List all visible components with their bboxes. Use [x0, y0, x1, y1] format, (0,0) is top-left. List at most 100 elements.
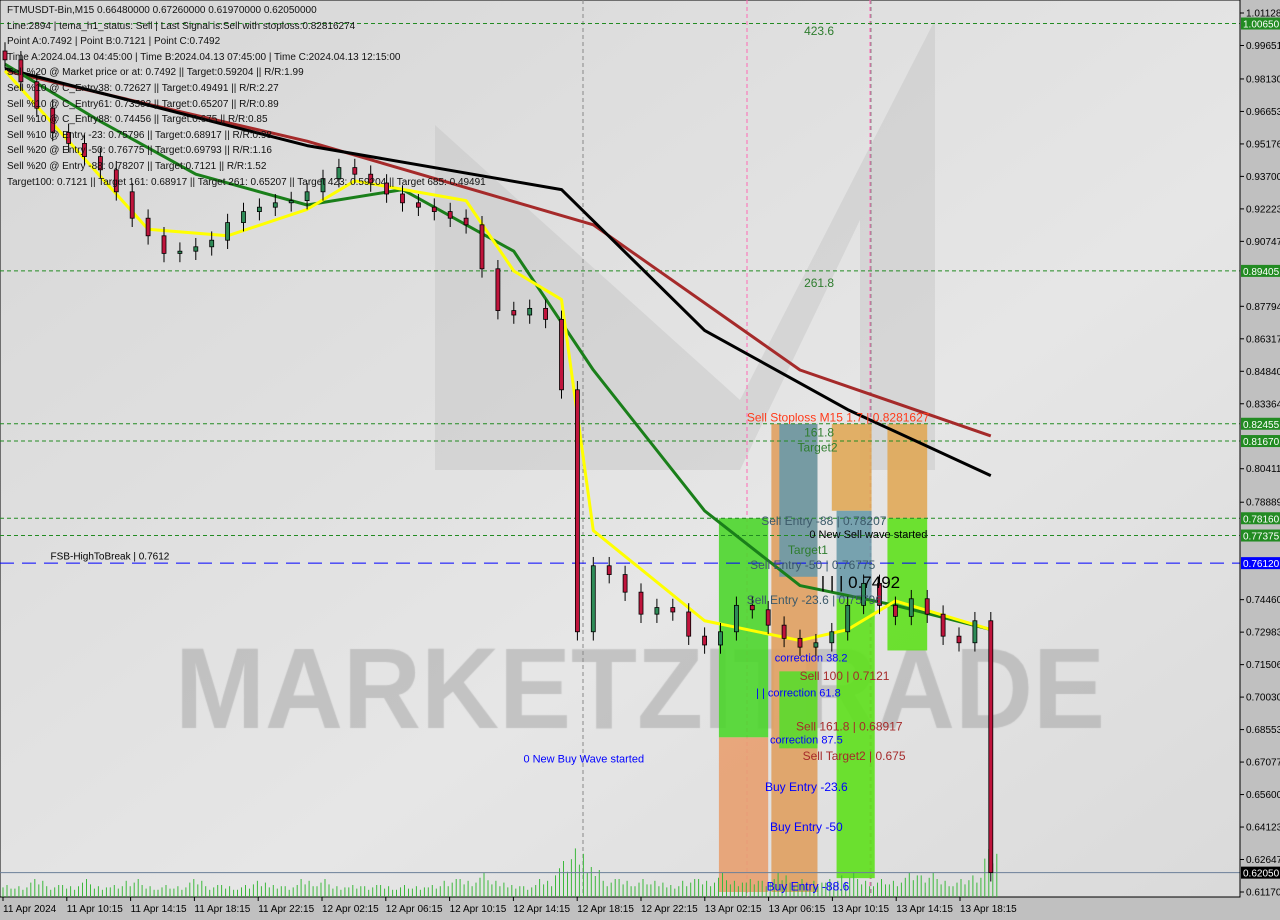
price-tick-label: 0.87794 [1246, 302, 1280, 313]
candle-body [702, 635, 707, 646]
candle-body [479, 224, 485, 270]
chart-annotation: | | | 0.7492 [821, 573, 900, 592]
info-line: Target100: 0.7121 || Target 161: 0.68917… [7, 176, 486, 188]
info-line: Line:2894 | tema_h1_status: Sell | Last … [7, 20, 356, 32]
chart-annotation: Sell Target2 | 0.675 [803, 749, 906, 763]
candle-body [908, 598, 914, 617]
moving-average-line [4, 67, 992, 477]
time-tick-label: 12 Apr 18:15 [577, 904, 634, 915]
candle-body [447, 211, 453, 219]
price-tick-label: 0.71506 [1246, 660, 1280, 671]
price-tick-label: 0.74460 [1246, 595, 1280, 606]
candle-body [241, 211, 246, 223]
candle-body [606, 565, 612, 575]
price-tick-label: 0.93700 [1246, 172, 1280, 183]
chart-annotation: correction 38.2 [775, 652, 848, 664]
price-level-tag-label: 1.00650 [1243, 20, 1280, 31]
price-level-tag [1241, 866, 1280, 879]
candle-body [66, 132, 71, 144]
candle-body [654, 607, 660, 615]
price-tick-label: 0.62647 [1246, 855, 1280, 866]
candle-body [590, 565, 596, 633]
candle-body [670, 607, 676, 613]
price-level-tag [1241, 264, 1280, 277]
price-tick-label: 0.95176 [1246, 139, 1280, 150]
candle-body [861, 582, 866, 606]
candle-body [193, 246, 199, 252]
chart-annotation: 0 New Buy Wave started [523, 754, 644, 766]
candle-body [384, 182, 390, 195]
candle-body [336, 167, 342, 180]
candle-body [845, 604, 851, 633]
candle-body [559, 318, 564, 391]
price-tick-label: 0.64123 [1246, 823, 1280, 834]
chart-annotation: Target2 [797, 441, 837, 455]
moving-average-line [3, 69, 992, 643]
candle-body [924, 598, 930, 615]
candle-body [145, 217, 151, 237]
price-tick-label: 0.70030 [1246, 693, 1280, 704]
price-tick-label: 0.61170 [1246, 888, 1280, 899]
candle-body [256, 206, 262, 212]
candle-body [320, 178, 326, 193]
price-level-tag-label: 0.81670 [1243, 437, 1280, 448]
candle-body [368, 173, 374, 184]
price-level-tag [1241, 529, 1280, 542]
chart-annotation: 161.8 [804, 426, 834, 440]
price-tick-label: 0.92223 [1246, 204, 1280, 215]
chart-annotation: Target1 [788, 543, 828, 557]
price-tick-label: 0.78889 [1246, 498, 1280, 509]
candle-body [527, 307, 533, 316]
chart-annotation: Sell Stoploss M15 1.7 | 0.8281627 [747, 411, 930, 425]
candle-body [82, 143, 87, 158]
candle-body [988, 620, 994, 874]
price-level-tag-label: 0.82455 [1243, 420, 1280, 431]
price-level-tag-label: 0.76120 [1243, 559, 1280, 570]
price-tick-label: 0.99651 [1246, 41, 1280, 52]
chart-annotation: Sell 161.8 | 0.68917 [796, 719, 903, 733]
time-tick-label: 13 Apr 10:15 [832, 904, 889, 915]
info-line: Sell %10 @ C_Entry38: 0.72627 || Target:… [7, 82, 279, 94]
candle-body [893, 604, 898, 617]
candle-body [511, 310, 517, 316]
candle-body [50, 107, 56, 133]
chart-annotation: Sell Entry -23.6 | 0.75796 [747, 593, 883, 607]
time-tick-label: 13 Apr 18:15 [960, 904, 1017, 915]
price-zone [779, 423, 818, 577]
candle-body [161, 235, 167, 254]
candle-body [431, 206, 437, 212]
candle-body [463, 217, 469, 226]
time-tick-label: 12 Apr 10:15 [450, 904, 507, 915]
info-line: Time A:2024.04.13 04:45:00 | Time B:2024… [7, 51, 401, 63]
candle-body [749, 604, 755, 611]
candle-body [288, 200, 294, 204]
candle-body [940, 613, 946, 637]
price-tick-label: 0.90747 [1246, 237, 1280, 248]
moving-average-line [4, 69, 992, 438]
price-tick-label: 0.67077 [1246, 758, 1280, 769]
candle-body [543, 307, 548, 320]
price-level-tag-label: 0.77375 [1243, 532, 1280, 543]
time-tick-label: 13 Apr 02:15 [705, 904, 762, 915]
price-level-tag-label: 0.89405 [1243, 267, 1280, 278]
candle-body [129, 191, 135, 219]
candle-body [686, 611, 692, 637]
chart-annotation: FSB-HighToBreak | 0.7612 [51, 551, 170, 562]
time-tick-label: 12 Apr 22:15 [641, 904, 698, 915]
candle-body [813, 642, 819, 648]
time-tick-label: 11 Apr 14:15 [131, 904, 187, 915]
price-tick-label: 0.83364 [1246, 399, 1280, 410]
price-tick-label: 0.72983 [1246, 628, 1280, 639]
info-line: Sell %20 @ Entry -88: 0.78207 || Target:… [7, 160, 267, 172]
price-zone [718, 737, 769, 892]
price-zone [887, 423, 928, 519]
chart-annotation: Sell 100 | 0.7121 [800, 669, 890, 683]
chart-annotation: Sell Entry -88 | 0.78207 [761, 514, 887, 528]
price-level-tag [1241, 512, 1280, 525]
price-level-tag [1241, 417, 1280, 430]
chart-annotation: 0 New Sell wave started [809, 529, 927, 541]
chart-annotation: Buy Entry -50 [770, 820, 843, 834]
candle-body [272, 202, 278, 208]
